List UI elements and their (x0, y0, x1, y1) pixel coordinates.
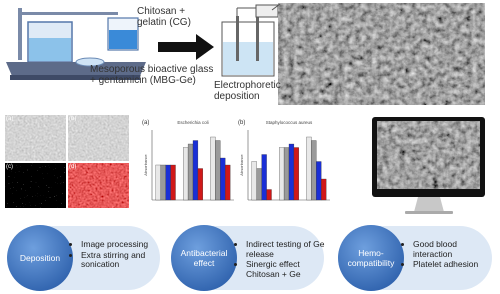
summary-title: Antibacterial effect (180, 248, 228, 268)
bar (288, 143, 295, 201)
bullet: Good blood interaction (413, 239, 497, 259)
monitor (372, 117, 485, 214)
chart-label: (a) (142, 120, 149, 126)
bar (170, 164, 176, 201)
bullet-list: Image processingExtra stirring and sonic… (72, 239, 165, 271)
chitosan-label: Chitosan + gelatin (CG) (137, 6, 191, 28)
bullet: Sinergic effect Chitosan + Ge (246, 259, 330, 279)
bar (283, 147, 290, 201)
bar (251, 161, 257, 201)
bar (197, 168, 203, 201)
summary-pills (7, 225, 492, 291)
bar (293, 147, 299, 201)
bullet: Platelet adhesion (413, 259, 497, 270)
mbg-label: Mesoporous bioactive glass + gentamicin … (90, 64, 214, 86)
bar (316, 161, 322, 201)
stirrer-illustration (6, 8, 146, 80)
bar (187, 143, 194, 201)
bar (306, 136, 312, 201)
bar (183, 147, 189, 201)
epd-cell (221, 4, 279, 77)
bar (256, 168, 262, 201)
bar (311, 140, 317, 201)
bar (165, 164, 171, 201)
bar (266, 189, 272, 201)
summary-title: Deposition (19, 253, 61, 263)
summary-title: Hemo-compatibility (347, 248, 395, 268)
bar (160, 164, 166, 201)
bar (215, 140, 221, 201)
bar (210, 136, 216, 201)
panel-label: (a) (6, 116, 14, 122)
zoom-line (271, 3, 281, 11)
chart-title: Escherichia coli (177, 120, 208, 125)
panel-label: (d) (69, 164, 77, 170)
y-axis-label: Absorbance (143, 154, 148, 176)
panel-label: (c) (6, 164, 13, 170)
epd-label: Electrophoretic deposition (214, 80, 281, 102)
chart-title: Staphylococcus aureus (266, 120, 313, 125)
panel-label: (b) (69, 116, 77, 122)
chart-label: (b) (238, 120, 245, 126)
bar (220, 157, 226, 201)
bar (261, 154, 267, 201)
microscopy-panels (5, 115, 129, 208)
bullet-list: Indirect testing of Ge releaseSinergic e… (237, 239, 330, 280)
sem-image (278, 3, 485, 105)
y-axis-label: Absorbance (239, 154, 244, 176)
process-arrow (158, 34, 214, 60)
bar (321, 178, 327, 201)
bullet: Image processing (81, 239, 165, 250)
bullet: Extra stirring and sonication (81, 250, 165, 270)
bar (155, 164, 161, 201)
bullet-list: Good blood interactionPlatelet adhesion (404, 239, 497, 271)
charts: (a) Escherichia coli Absorbance (b) Staphylo… (142, 120, 330, 201)
bar (192, 140, 199, 201)
bar (225, 164, 231, 201)
bullet: Indirect testing of Ge release (246, 239, 330, 259)
bar (279, 147, 285, 201)
